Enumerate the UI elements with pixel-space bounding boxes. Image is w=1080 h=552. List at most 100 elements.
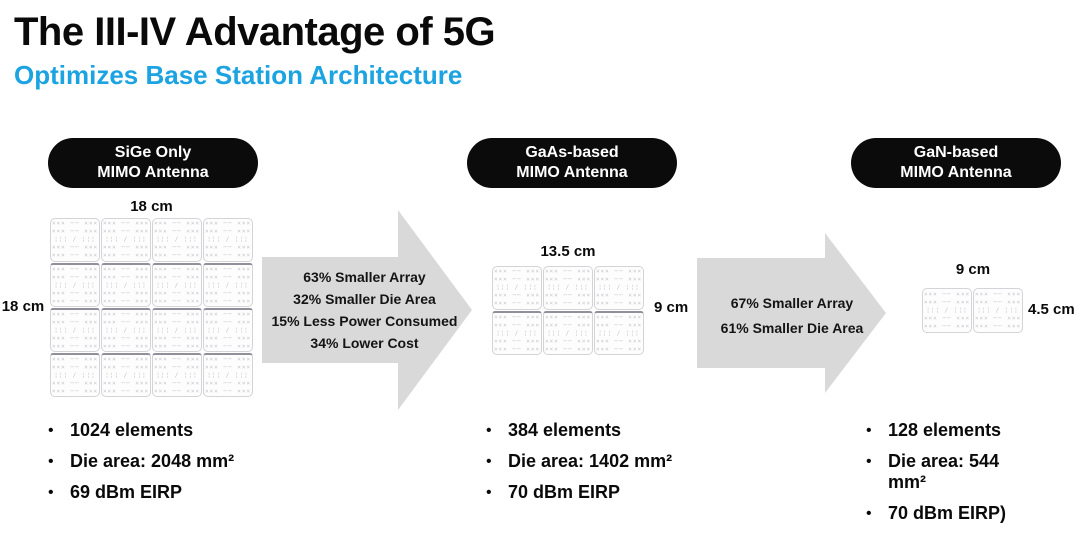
antenna-element-pattern: ××× ── ××× [153, 310, 201, 318]
arrow-label-line: 15% Less Power Consumed [271, 313, 458, 329]
antenna-element-pattern: ¦¦¦ / ¦¦¦ [496, 284, 538, 291]
antenna-element-pattern: ××× ── ××× [102, 342, 150, 350]
antenna-tile: ××× ── ××× ××× ── ××× ¦¦¦ / ¦¦¦ ××× ── ××× ×… [152, 218, 202, 262]
antenna-tile: ××× ── ××× ××× ── ××× ¦¦¦ / ¦¦¦ ××× ── ××× ×… [203, 308, 253, 352]
antenna-element-pattern: ××× ── ××× [204, 244, 252, 251]
bullet-icon: • [486, 422, 492, 439]
header-pill-sige: SiGe Only MIMO Antenna [48, 138, 258, 188]
bullet-text: Die area: 1402 mm² [508, 451, 673, 471]
antenna-tile: ××× ── ××× ××× ── ××× ¦¦¦ / ¦¦¦ ××× ── ××× ×… [492, 266, 542, 310]
antenna-element-pattern: ××× ── ××× [51, 387, 99, 395]
antenna-tile: ××× ── ××× ××× ── ××× ¦¦¦ / ¦¦¦ ××× ── ××× ×… [973, 288, 1023, 333]
list-item: • 70 dBm EIRP [486, 482, 786, 503]
antenna-element-pattern: ××× ── ××× [102, 310, 150, 318]
antenna-element-pattern: ¦¦¦ / ¦¦¦ [54, 281, 96, 289]
antenna-element-pattern: ××× ── ××× [153, 355, 201, 363]
bullet-text: 70 dBm EIRP [508, 482, 621, 502]
pill-label-line1: GaAs-based [525, 144, 619, 161]
antenna-element-pattern: ××× ── ××× [102, 387, 150, 395]
antenna-element-pattern: ××× ── ××× [923, 314, 971, 322]
antenna-element-pattern: ¦¦¦ / ¦¦¦ [54, 326, 96, 334]
bullet-icon: • [486, 484, 492, 501]
antenna-element-pattern: ××× ── ××× [51, 220, 99, 227]
antenna-tile: ××× ── ××× ××× ── ××× ¦¦¦ / ¦¦¦ ××× ── ××× ×… [152, 263, 202, 307]
bullet-icon: • [48, 422, 54, 439]
antenna-element-pattern: ××× ── ××× [102, 363, 150, 371]
antenna-element-pattern: ××× ── ××× [204, 379, 252, 387]
antenna-element-pattern: ××× ── ××× [544, 321, 592, 329]
bullet-list-gan: • 128 elements • Die area: 544 mm² • 70 dBm E… [866, 420, 1018, 534]
antenna-tile: ××× ── ××× ××× ── ××× ¦¦¦ / ¦¦¦ ××× ── ××× ×… [50, 308, 100, 352]
antenna-tile: ××× ── ××× ××× ── ××× ¦¦¦ / ¦¦¦ ××× ── ××× ×… [203, 218, 253, 262]
bullet-icon: • [48, 484, 54, 501]
antenna-element-pattern: ××× ── ××× [102, 355, 150, 363]
antenna-element-pattern: ¦¦¦ / ¦¦¦ [105, 281, 147, 289]
antenna-element-pattern: ¦¦¦ / ¦¦¦ [977, 306, 1019, 314]
pill-label-line1: SiGe Only [114, 144, 192, 161]
array3-height-label: 4.5 cm [1028, 301, 1075, 318]
header-pill-gan: GaN-based MIMO Antenna [851, 138, 1061, 188]
antenna-element-pattern: ¦¦¦ / ¦¦¦ [105, 326, 147, 334]
arrow1-text: 63% Smaller Array 32% Smaller Die Area 15%… [262, 266, 467, 354]
antenna-element-pattern: ××× ── ××× [51, 379, 99, 387]
antenna-element-pattern: ××× ── ××× [204, 318, 252, 326]
antenna-element-pattern: ××× ── ××× [153, 244, 201, 251]
antenna-element-pattern: ××× ── ××× [102, 244, 150, 251]
antenna-element-pattern: ××× ── ××× [595, 345, 643, 353]
antenna-element-pattern: ¦¦¦ / ¦¦¦ [207, 236, 249, 243]
arrow-label-line: 32% Smaller Die Area [293, 291, 436, 307]
antenna-element-pattern: ××× ── ××× [544, 292, 592, 299]
page-subtitle: Optimizes Base Station Architecture [14, 60, 463, 90]
arrow-label-line: 67% Smaller Array [730, 295, 854, 311]
antenna-element-pattern: ××× ── ××× [493, 337, 541, 345]
antenna-element-pattern: ××× ── ××× [204, 228, 252, 235]
bullet-text: 128 elements [888, 420, 1002, 440]
list-item: • 1024 elements [48, 420, 348, 441]
antenna-element-pattern: ××× ── ××× [102, 252, 150, 259]
header-pill-gaas: GaAs-based MIMO Antenna [467, 138, 677, 188]
antenna-element-pattern: ¦¦¦ / ¦¦¦ [105, 371, 147, 379]
antenna-element-pattern: ¦¦¦ / ¦¦¦ [547, 284, 589, 291]
antenna-element-pattern: ××× ── ××× [595, 292, 643, 299]
list-item: • 70 dBm EIRP) [866, 503, 1018, 524]
array3-width-label: 9 cm [955, 261, 991, 278]
antenna-tile: ××× ── ××× ××× ── ××× ¦¦¦ / ¦¦¦ ××× ── ××× ×… [543, 266, 593, 310]
list-item: • 128 elements [866, 420, 1018, 441]
bullet-text: Die area: 544 mm² [888, 451, 1000, 492]
bullet-icon: • [48, 453, 54, 470]
antenna-element-pattern: ××× ── ××× [974, 290, 1022, 298]
antenna-element-pattern: ××× ── ××× [153, 318, 201, 326]
array2-width-label: 13.5 cm [540, 243, 596, 260]
antenna-element-pattern: ××× ── ××× [51, 228, 99, 235]
antenna-element-pattern: ××× ── ××× [204, 363, 252, 371]
antenna-tile: ××× ── ××× ××× ── ××× ¦¦¦ / ¦¦¦ ××× ── ××× ×… [543, 311, 593, 355]
antenna-element-pattern: ××× ── ××× [153, 228, 201, 235]
antenna-element-pattern: ××× ── ××× [595, 313, 643, 321]
antenna-element-pattern: ××× ── ××× [51, 355, 99, 363]
antenna-element-pattern: ××× ── ××× [493, 345, 541, 353]
antenna-tile: ××× ── ××× ××× ── ××× ¦¦¦ / ¦¦¦ ××× ── ××× ×… [101, 308, 151, 352]
bullet-icon: • [866, 422, 872, 439]
antenna-element-pattern: ××× ── ××× [153, 342, 201, 350]
bullet-list-gaas: • 384 elements • Die area: 1402 mm² • 70 dBm … [486, 420, 786, 513]
antenna-element-pattern: ××× ── ××× [204, 220, 252, 227]
antenna-element-pattern: ××× ── ××× [51, 310, 99, 318]
antenna-element-pattern: ××× ── ××× [102, 297, 150, 305]
antenna-element-pattern: ××× ── ××× [102, 334, 150, 342]
antenna-element-pattern: ××× ── ××× [204, 273, 252, 281]
antenna-element-pattern: ××× ── ××× [102, 273, 150, 281]
arrow-label-line: 34% Lower Cost [310, 335, 419, 351]
antenna-element-pattern: ××× ── ××× [595, 276, 643, 283]
antenna-element-pattern: ××× ── ××× [102, 265, 150, 273]
antenna-element-pattern: ××× ── ××× [204, 334, 252, 342]
list-item: • 69 dBm EIRP [48, 482, 348, 503]
antenna-tile: ××× ── ××× ××× ── ××× ¦¦¦ / ¦¦¦ ××× ── ××× ×… [594, 266, 644, 310]
arrow2-text: 67% Smaller Array 61% Smaller Die Area [697, 291, 887, 341]
antenna-array-gaas: ××× ── ××× ××× ── ××× ¦¦¦ / ¦¦¦ ××× ── ××× ×… [492, 266, 644, 355]
antenna-element-pattern: ××× ── ××× [923, 298, 971, 306]
antenna-element-pattern: ××× ── ××× [153, 289, 201, 297]
antenna-element-pattern: ××× ── ××× [493, 268, 541, 275]
antenna-element-pattern: ¦¦¦ / ¦¦¦ [496, 329, 538, 337]
antenna-element-pattern: ××× ── ××× [153, 265, 201, 273]
pill-label-line2: MIMO Antenna [516, 164, 628, 181]
